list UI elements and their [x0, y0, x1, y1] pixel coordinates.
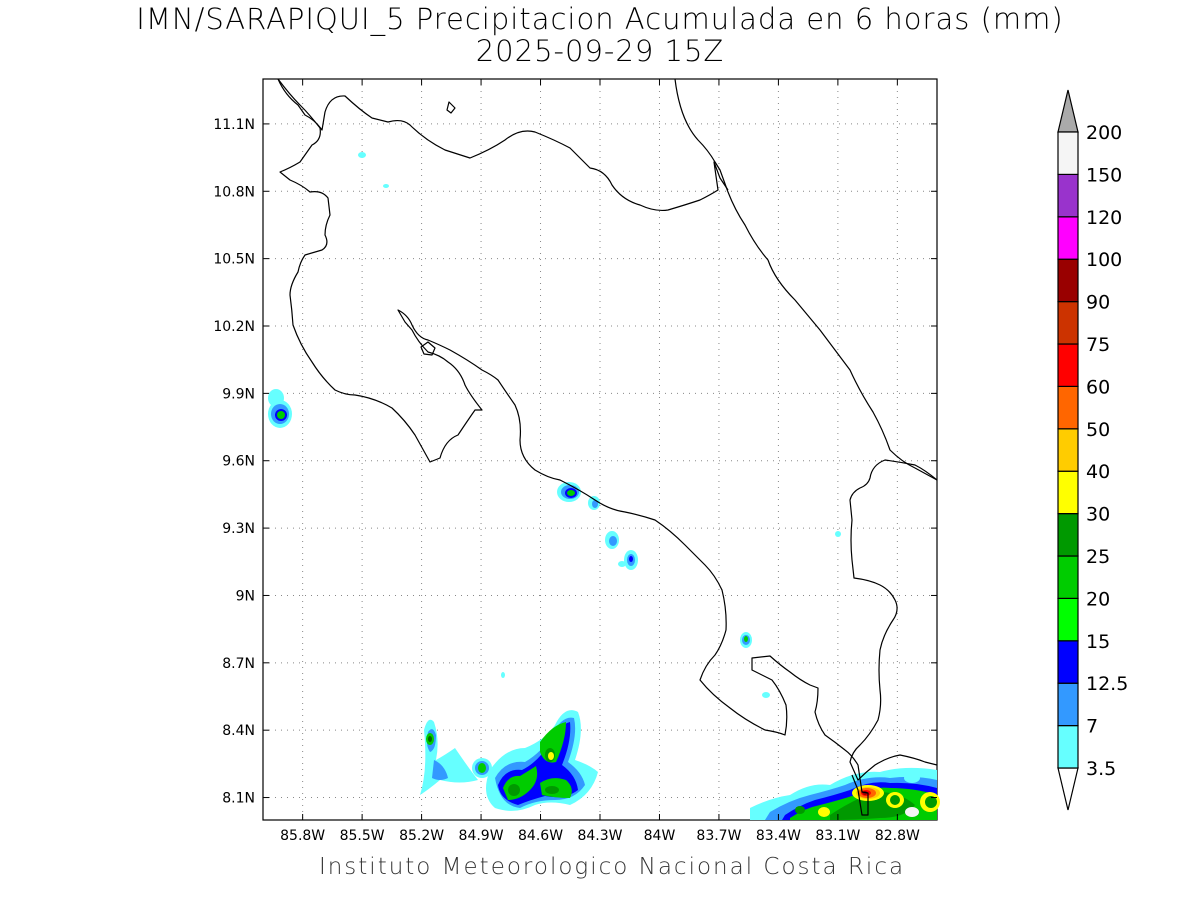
y-axis: 11.1N 10.8N 10.5N 10.2N 9.9N 9.6N 9.3N 9N 8.7N 8.… — [213, 117, 937, 807]
map-footer: Instituto Meteorologico Nacional Costa R… — [318, 854, 906, 880]
colorbar-label: 40 — [1086, 461, 1110, 483]
colorbar-label: 20 — [1086, 588, 1110, 610]
colorbar-swatch — [1057, 512, 1079, 557]
x-tick-label: 83.1W — [815, 828, 860, 844]
x-axis: 85.8W 85.5W 85.2W 84.9W 84.6W 84.3W 84W 83.7W 83… — [280, 79, 920, 844]
colorbar-swatch — [1057, 173, 1079, 218]
colorbar-swatch — [1057, 640, 1079, 684]
map-subtitle: 2025-09-29 15Z — [475, 34, 725, 68]
colorbar-arrow-low — [1057, 767, 1079, 811]
map-frame — [262, 78, 938, 821]
colorbar-swatch — [1057, 724, 1079, 769]
grid-lines — [263, 79, 937, 820]
x-tick-label: 84W — [644, 828, 676, 844]
colorbar-swatch — [1057, 385, 1079, 430]
colorbar-label: 30 — [1086, 504, 1110, 526]
coastlines — [277, 78, 938, 816]
precipitation-field — [268, 152, 940, 820]
x-tick-label: 83.4W — [756, 828, 801, 844]
colorbar-label: 7 — [1086, 716, 1098, 738]
x-tick-label: 84.3W — [577, 828, 622, 844]
x-tick-label: 84.9W — [459, 828, 504, 844]
x-tick-label: 85.8W — [280, 828, 325, 844]
y-tick-label: 10.2N — [213, 319, 255, 335]
y-tick-label: 9.9N — [222, 386, 255, 402]
colorbar-swatch — [1057, 216, 1079, 260]
colorbar-label: 15 — [1086, 631, 1110, 653]
colorbar-label: 150 — [1086, 164, 1122, 186]
colorbar-swatch — [1057, 258, 1079, 303]
colorbar-label: 75 — [1086, 334, 1110, 356]
colorbar-label: 25 — [1086, 546, 1110, 568]
y-tick-label: 9.6N — [222, 454, 255, 470]
y-tick-label: 10.8N — [213, 184, 255, 200]
colorbar-arrow-high — [1057, 89, 1079, 133]
colorbar-swatch — [1057, 301, 1079, 345]
y-tick-label: 10.5N — [213, 252, 255, 268]
colorbar-label: 50 — [1086, 419, 1110, 441]
x-tick-label: 83.7W — [696, 828, 741, 844]
colorbar-swatch — [1057, 343, 1079, 388]
colorbar-swatch — [1057, 682, 1079, 727]
colorbar-swatch — [1057, 597, 1079, 642]
y-tick-label: 9N — [236, 588, 255, 604]
y-tick-label: 8.4N — [222, 723, 255, 739]
colorbar-label: 120 — [1086, 207, 1122, 229]
colorbar-label: 3.5 — [1086, 758, 1116, 780]
y-tick-label: 8.1N — [222, 791, 255, 807]
colorbar-label: 100 — [1086, 249, 1122, 271]
map-title: IMN/SARAPIQUI_5 Precipitacion Acumulada … — [136, 2, 1064, 36]
colorbar: 3.5 7 12.5 15 20 25 30 40 50 60 75 90 100 120 150 200 — [1057, 89, 1128, 811]
colorbar-label: 200 — [1086, 122, 1122, 144]
colorbar-label: 90 — [1086, 292, 1110, 314]
colorbar-swatch — [1057, 428, 1079, 472]
y-tick-label: 9.3N — [222, 521, 255, 537]
colorbar-swatch — [1057, 555, 1079, 600]
x-tick-label: 85.2W — [399, 828, 444, 844]
colorbar-label: 12.5 — [1086, 673, 1128, 695]
x-tick-label: 85.5W — [340, 828, 385, 844]
y-tick-label: 8.7N — [222, 656, 255, 672]
y-tick-label: 11.1N — [213, 117, 255, 133]
x-tick-label: 82.8W — [875, 828, 920, 844]
colorbar-swatch — [1057, 470, 1079, 515]
colorbar-label: 60 — [1086, 376, 1110, 398]
colorbar-swatch — [1057, 131, 1079, 176]
x-tick-label: 84.6W — [518, 828, 563, 844]
